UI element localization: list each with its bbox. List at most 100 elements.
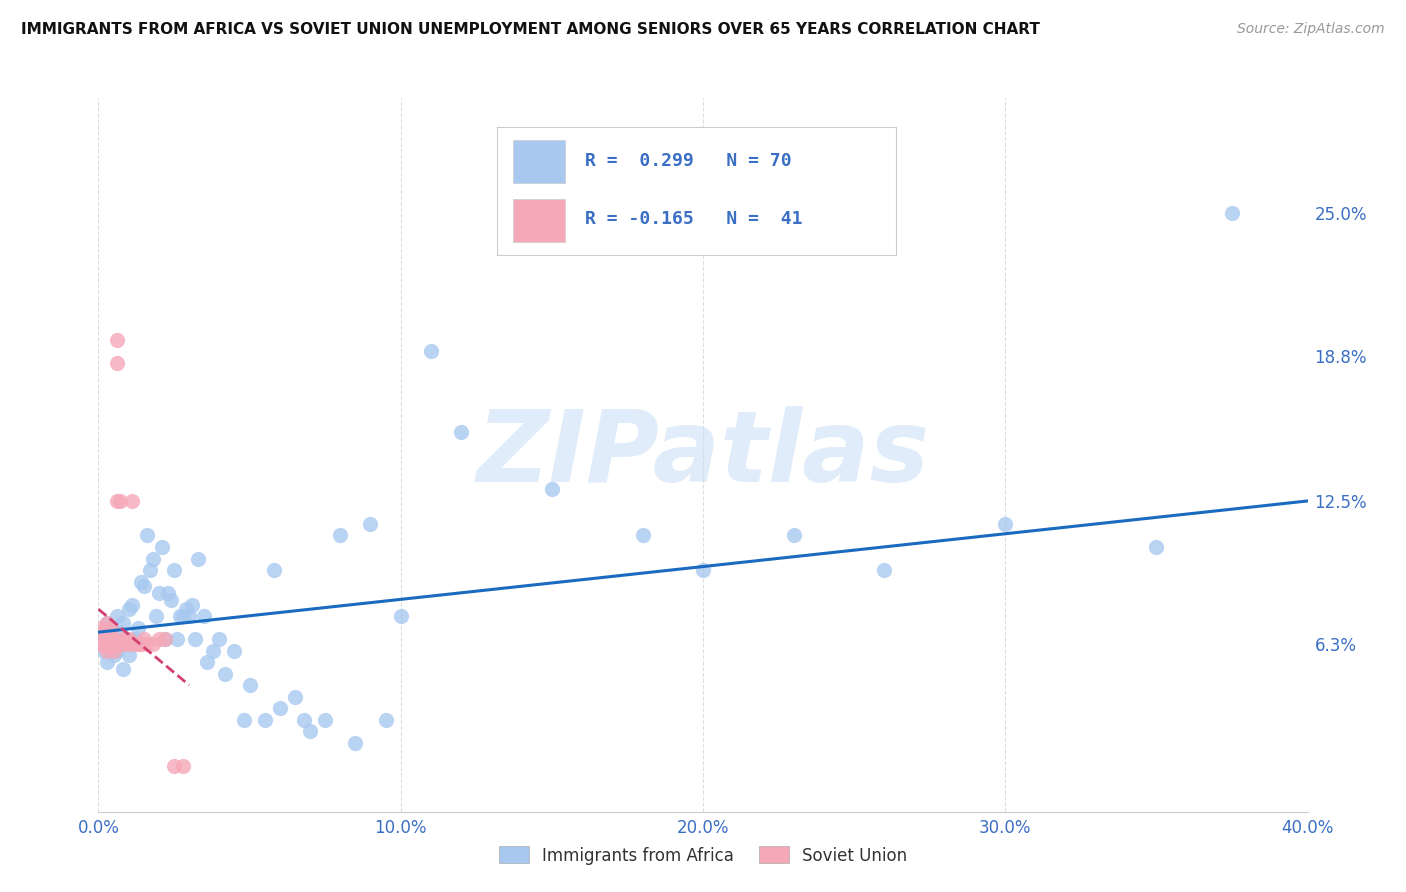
Point [783,528,806,542]
Point [114,632,136,646]
Point [239,678,262,692]
Point [172,758,194,772]
Point [100,632,122,646]
Point [994,516,1017,531]
Point [160,593,183,607]
Text: IMMIGRANTS FROM AFRICA VS SOVIET UNION UNEMPLOYMENT AMONG SENIORS OVER 65 YEARS : IMMIGRANTS FROM AFRICA VS SOVIET UNION U… [21,22,1040,37]
Point [163,758,186,772]
Point [132,579,155,593]
Point [202,643,225,657]
Point [114,632,136,646]
Legend: Immigrants from Africa, Soviet Union: Immigrants from Africa, Soviet Union [492,839,914,871]
Point [96,632,118,646]
Point [179,609,201,624]
Point [108,637,131,651]
Point [103,648,125,663]
Point [263,563,285,577]
Point [105,643,128,657]
Point [187,551,209,566]
Point [118,648,141,663]
Point [103,637,125,651]
Point [329,528,352,542]
Point [121,598,143,612]
Point [96,632,118,646]
Point [135,528,157,542]
Point [184,632,207,646]
Point [100,632,122,646]
Point [142,551,165,566]
Point [111,615,134,630]
Point [631,528,654,542]
Point [389,609,412,624]
Point [540,483,562,497]
Point [174,602,197,616]
Point [111,662,134,676]
Point [93,625,115,640]
Point [105,356,128,370]
Point [111,637,134,651]
Point [172,609,194,624]
Point [1220,206,1243,220]
Point [111,632,134,646]
Point [129,574,152,589]
Point [148,632,170,646]
Point [139,563,162,577]
Point [93,632,115,646]
Point [292,713,315,727]
Point [420,344,443,359]
Point [124,637,146,651]
Point [284,690,307,704]
Text: Source: ZipAtlas.com: Source: ZipAtlas.com [1237,22,1385,37]
Point [90,625,112,640]
Point [153,632,176,646]
Point [100,621,122,635]
Text: ZIPatlas: ZIPatlas [477,407,929,503]
Point [96,655,118,669]
Point [269,701,291,715]
Point [232,713,254,727]
Point [124,632,146,646]
Point [135,637,157,651]
Point [103,639,125,653]
Point [253,713,276,727]
Point [96,615,118,630]
Point [142,637,165,651]
Point [127,621,149,635]
Point [96,615,118,630]
Point [181,598,204,612]
Point [103,643,125,657]
Point [96,637,118,651]
Point [105,333,128,347]
Point [103,632,125,646]
Point [299,724,322,739]
Point [150,540,173,554]
Point [450,425,472,439]
Point [692,563,714,577]
Point [96,643,118,657]
Point [214,666,236,681]
Point [108,494,131,508]
Point [169,609,191,624]
Point [374,713,396,727]
Point [100,639,122,653]
Point [118,602,141,616]
Point [344,736,367,750]
Point [132,632,155,646]
Y-axis label: Unemployment Among Seniors over 65 years: Unemployment Among Seniors over 65 years [0,281,7,629]
Point [100,621,122,635]
Point [93,625,115,640]
Point [314,713,336,727]
Point [166,632,188,646]
Point [129,637,152,651]
Point [224,643,246,657]
Point [100,637,122,651]
Point [873,563,896,577]
Point [156,586,179,600]
Point [163,563,186,577]
Point [93,639,115,653]
Point [105,609,128,624]
Point [103,632,125,646]
Point [118,637,141,651]
Point [208,632,231,646]
Point [360,516,382,531]
